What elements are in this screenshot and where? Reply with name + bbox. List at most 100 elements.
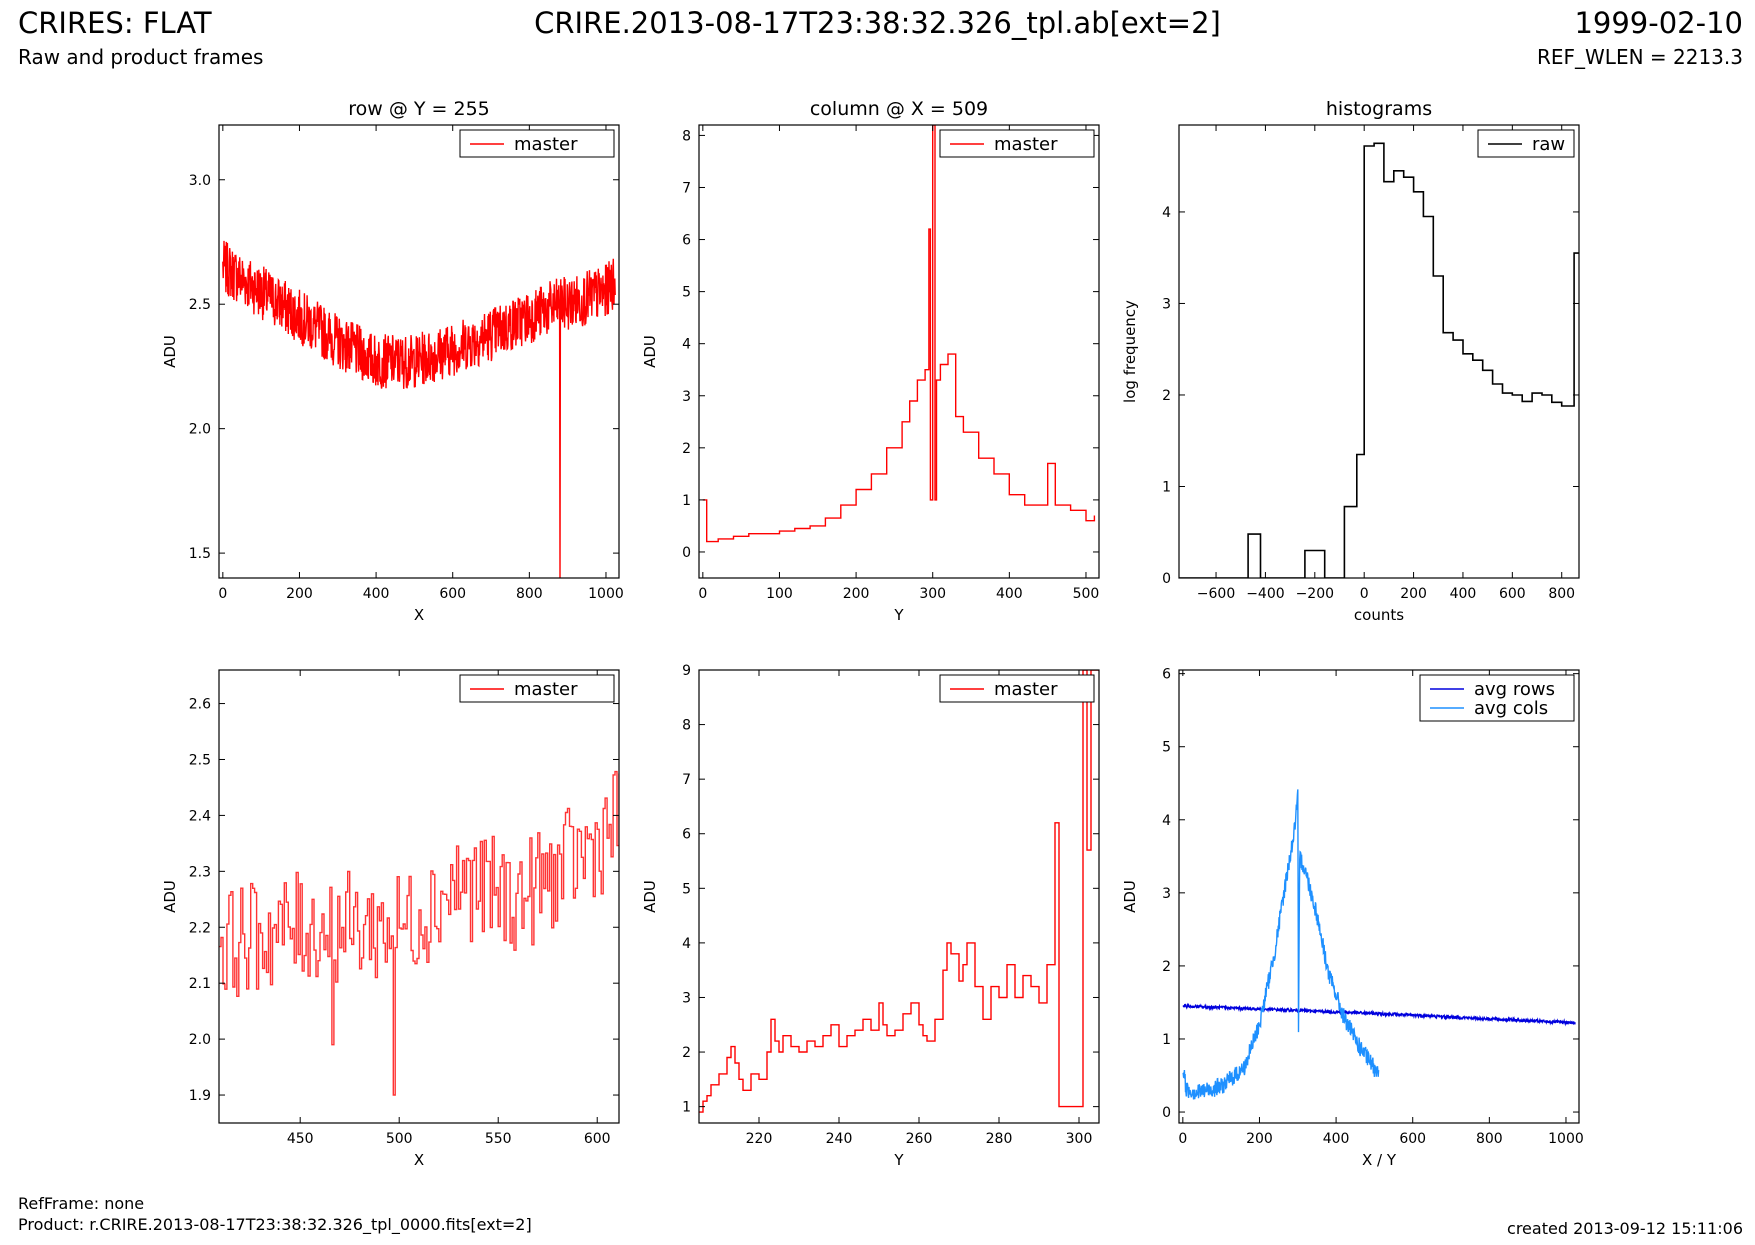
y-tick-label: 3.0 (189, 173, 211, 189)
y-tick-label: 2.0 (189, 422, 211, 438)
y-tick-label: 3 (682, 990, 691, 1006)
plot-area (222, 240, 616, 578)
y-tick-label: 2 (682, 1045, 691, 1061)
y-tick-label: 6 (682, 827, 691, 843)
axes-frame (698, 669, 1100, 1124)
y-tick-label: 1 (682, 1100, 691, 1116)
y-tick-label: 0 (1162, 1105, 1171, 1121)
y-tick-label: 1 (1162, 1032, 1171, 1048)
axes-frame (698, 124, 1100, 579)
y-tick-label: 4 (682, 936, 691, 952)
y-axis-label: ADU (641, 335, 659, 368)
x-tick-label: 260 (906, 1131, 933, 1147)
y-tick-label: 7 (682, 180, 691, 196)
x-tick-label: −200 (1296, 586, 1334, 602)
x-tick-label: 240 (826, 1131, 853, 1147)
x-axis-label: X (414, 606, 424, 624)
y-tick-label: 4 (1162, 813, 1171, 829)
y-axis-label: ADU (161, 880, 179, 913)
legend-label: master (514, 134, 578, 155)
y-tick-label: 3 (1162, 296, 1171, 312)
legend: raw (1477, 129, 1575, 158)
y-axis-label: ADU (161, 335, 179, 368)
legend-label: master (994, 134, 1058, 155)
y-tick-label: 0 (682, 545, 691, 561)
x-tick-label: 0 (1178, 1131, 1187, 1147)
x-tick-label: 200 (843, 586, 870, 602)
x-tick-label: 0 (698, 586, 707, 602)
y-tick-label: 2.0 (189, 1032, 211, 1048)
y-tick-label: 5 (682, 285, 691, 301)
y-tick-label: 2 (1162, 959, 1171, 975)
x-axis-label: Y (893, 1151, 904, 1169)
x-axis-label: X (414, 1151, 424, 1169)
x-tick-label: 600 (584, 1131, 611, 1147)
x-tick-label: 600 (1499, 586, 1526, 602)
x-tick-label: 100 (766, 586, 793, 602)
x-tick-label: 800 (1476, 1131, 1503, 1147)
y-tick-label: 2.1 (189, 976, 211, 992)
y-tick-label: 1.9 (189, 1088, 211, 1104)
x-tick-label: 220 (746, 1131, 773, 1147)
y-tick-label: 3 (1162, 886, 1171, 902)
x-tick-label: 200 (1246, 1131, 1273, 1147)
chart-averages: 0 200 400 600 800 1000 0 1 2 3 4 5 6 X / Y ADU avg rows… (1121, 667, 1584, 1169)
series-master (699, 670, 1099, 1113)
y-tick-label: 2.6 (189, 697, 211, 713)
x-tick-label: 800 (1548, 586, 1575, 602)
y-tick-label: 1.5 (189, 546, 211, 562)
x-tick-label: 0 (218, 586, 227, 602)
y-tick-label: 2.3 (189, 864, 211, 880)
x-tick-label: 400 (996, 586, 1023, 602)
y-axis-label: log frequency (1121, 300, 1139, 403)
x-tick-label: 600 (439, 586, 466, 602)
x-axis-label: X / Y (1362, 1151, 1397, 1169)
legend-label: raw (1532, 134, 1565, 155)
x-tick-label: −400 (1246, 586, 1284, 602)
x-tick-label: −600 (1197, 586, 1235, 602)
y-tick-label: 8 (682, 128, 691, 144)
chart-column: 0 100 200 300 400 500 0 1 2 3 4 5 6 7 8 column @ X = 50… (641, 98, 1100, 624)
plot-area (219, 770, 619, 1096)
product-label: Product: r.CRIRE.2013-08-17T23:38:32.326… (18, 1215, 532, 1234)
legend: master (939, 674, 1095, 703)
y-axis-label: ADU (1121, 880, 1139, 913)
axes-frame (218, 124, 620, 579)
y-tick-label: 2.5 (189, 752, 211, 768)
y-tick-label: 2.2 (189, 920, 211, 936)
x-tick-label: 200 (286, 586, 313, 602)
chart-row: 0 200 400 600 800 1000 1.5 2.0 2.5 3.0 row @ Y = 2… (161, 98, 624, 624)
legend-label: master (994, 679, 1058, 700)
x-axis-label: Y (893, 606, 904, 624)
plot-area (1182, 789, 1576, 1100)
axes-frame (1178, 669, 1580, 1124)
x-tick-label: 200 (1400, 586, 1427, 602)
legend-label: master (514, 679, 578, 700)
plot-area (1179, 142, 1579, 578)
x-tick-label: 1000 (1548, 1131, 1584, 1147)
chart-title: histograms (1326, 98, 1432, 120)
series-raw (1179, 142, 1579, 578)
series-master (702, 125, 1096, 543)
y-tick-label: 5 (1162, 740, 1171, 756)
x-tick-label: 300 (1066, 1131, 1093, 1147)
series-master (222, 240, 616, 578)
figure-subtitle: Raw and product frames (18, 45, 264, 69)
y-tick-label: 6 (682, 233, 691, 249)
x-tick-label: 400 (1323, 1131, 1350, 1147)
x-tick-label: 500 (1073, 586, 1100, 602)
y-tick-label: 4 (1162, 205, 1171, 221)
legend: master (939, 129, 1095, 158)
x-axis-label: counts (1354, 606, 1404, 624)
y-tick-label: 2.4 (189, 808, 211, 824)
x-tick-label: 400 (1450, 586, 1477, 602)
legend-label: avg cols (1474, 698, 1548, 719)
created-timestamp: created 2013-09-12 15:11:06 (1507, 1219, 1743, 1238)
axes-frame (1178, 124, 1580, 579)
legend-label: avg rows (1474, 679, 1555, 700)
legend: master (459, 674, 615, 703)
y-tick-label: 9 (682, 663, 691, 679)
x-tick-label: 600 (1399, 1131, 1426, 1147)
y-tick-label: 8 (682, 718, 691, 734)
